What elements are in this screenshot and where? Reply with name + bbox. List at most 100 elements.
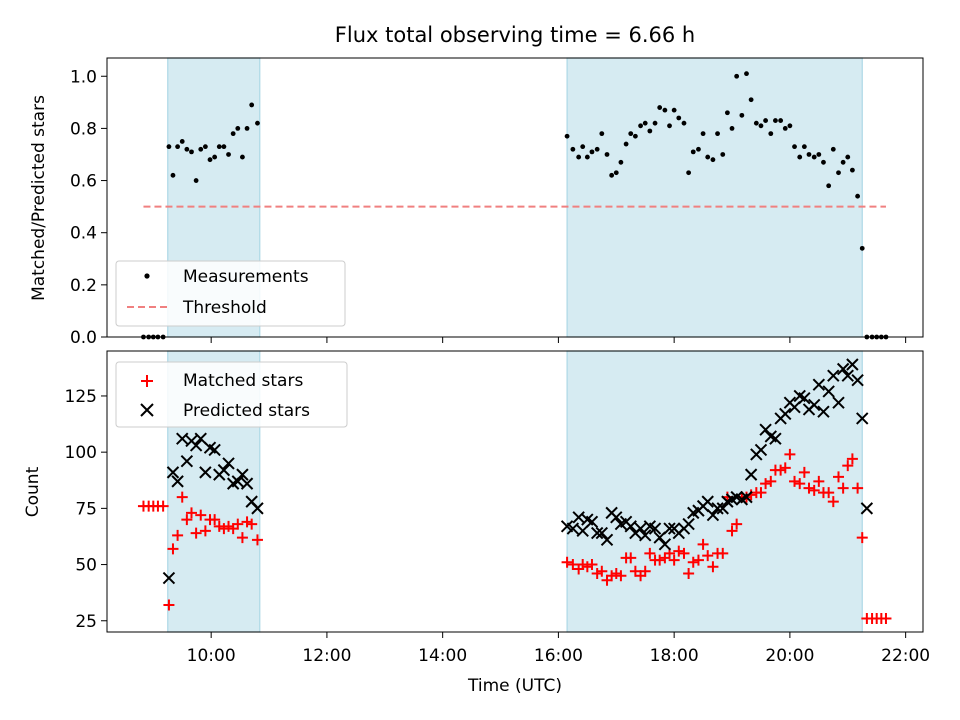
measurement-point bbox=[564, 133, 570, 139]
top-y-tick-label: 0.2 bbox=[70, 276, 97, 296]
measurement-point bbox=[189, 149, 194, 155]
measurement-point bbox=[763, 118, 768, 123]
measurement-point bbox=[235, 126, 241, 131]
matched-point bbox=[199, 525, 211, 537]
top-legend-box bbox=[115, 260, 346, 327]
bottom-legend-box bbox=[115, 361, 348, 428]
matched-point bbox=[760, 478, 772, 490]
matched-point bbox=[163, 599, 175, 611]
measurement-point bbox=[662, 107, 668, 113]
predicted-point bbox=[759, 423, 772, 436]
matched-point bbox=[755, 487, 767, 499]
matched-point bbox=[798, 466, 810, 478]
x-tick-label: 12:00 bbox=[302, 646, 351, 666]
measurement-point bbox=[729, 126, 735, 131]
measurement-point bbox=[821, 159, 826, 165]
measurement-point bbox=[628, 131, 634, 137]
measurement-point bbox=[836, 170, 841, 176]
x-tick-label: 20:00 bbox=[765, 646, 814, 666]
matched-point bbox=[707, 561, 719, 573]
legend-threshold-label: Threshold bbox=[182, 298, 267, 318]
predicted-point bbox=[236, 468, 249, 481]
predicted-point bbox=[860, 502, 874, 515]
predicted-point bbox=[798, 392, 811, 405]
predicted-point bbox=[744, 468, 758, 481]
top-panel: 0.0 0.2 0.4 0.6 0.8 1.0 Matched/Predicted sta… bbox=[29, 57, 924, 348]
predicted-point bbox=[166, 466, 180, 479]
predicted-point bbox=[827, 369, 840, 382]
predicted-point bbox=[162, 571, 176, 585]
measurement-point bbox=[632, 133, 638, 139]
measurement-point bbox=[226, 152, 231, 157]
predicted-point bbox=[199, 466, 212, 479]
measurement-point bbox=[734, 73, 740, 79]
measurement-point bbox=[584, 154, 590, 160]
measurement-point bbox=[801, 144, 807, 150]
measurement-point bbox=[594, 146, 600, 152]
predicted-point bbox=[817, 405, 830, 418]
predicted-point bbox=[189, 439, 203, 452]
predicted-point bbox=[648, 522, 662, 535]
measurement-point bbox=[618, 159, 624, 165]
legend-measurements-label: Measurements bbox=[183, 267, 309, 287]
matched-point bbox=[639, 565, 651, 577]
measurement-point bbox=[638, 123, 643, 129]
measurement-point bbox=[207, 157, 213, 163]
matched-point bbox=[726, 525, 738, 537]
measurement-point bbox=[667, 123, 672, 129]
top-y-tick-label: 1.0 bbox=[70, 67, 97, 87]
measurement-point bbox=[830, 146, 836, 152]
predicted-point bbox=[653, 531, 666, 544]
top-y-tick-label: 0.4 bbox=[70, 224, 97, 244]
matched-point bbox=[827, 496, 839, 508]
x-tick-label: 18:00 bbox=[650, 646, 699, 666]
measurement-point bbox=[570, 146, 576, 152]
bottom-axes-frame bbox=[106, 350, 924, 633]
matched-point bbox=[625, 552, 637, 564]
measurement-point bbox=[671, 107, 677, 113]
predicted-point bbox=[595, 526, 609, 540]
matched-point bbox=[765, 475, 777, 487]
measurement-point bbox=[230, 131, 236, 137]
measurement-point bbox=[700, 131, 706, 137]
top-x-ticks bbox=[210, 337, 907, 343]
measurement-point bbox=[797, 154, 803, 160]
measurement-point bbox=[773, 118, 778, 123]
matched-point bbox=[702, 550, 714, 562]
predicted-point bbox=[701, 495, 714, 508]
predicted-star-points bbox=[162, 358, 874, 585]
predicted-point bbox=[231, 475, 244, 488]
measurement-point bbox=[826, 183, 832, 189]
matched-point bbox=[246, 518, 258, 530]
matched-point bbox=[678, 547, 690, 559]
matched-point bbox=[644, 547, 656, 559]
measurement-point bbox=[198, 146, 204, 152]
matched-point bbox=[846, 453, 858, 465]
measurement-point bbox=[855, 193, 861, 199]
matched-point bbox=[209, 514, 221, 526]
measurement-point bbox=[244, 126, 250, 131]
predicted-point bbox=[180, 454, 194, 468]
top-y-ticks: 0.0 0.2 0.4 0.6 0.8 1.0 bbox=[70, 67, 107, 348]
matched-point bbox=[856, 532, 868, 544]
shaded-interval bbox=[566, 350, 863, 633]
measurement-point bbox=[768, 131, 774, 137]
measurement-point bbox=[642, 120, 648, 126]
predicted-point bbox=[634, 522, 647, 535]
matched-point bbox=[195, 509, 207, 521]
measurement-point bbox=[580, 144, 586, 150]
predicted-point bbox=[585, 515, 599, 529]
predicted-point bbox=[711, 502, 724, 515]
predicted-point bbox=[841, 369, 854, 382]
measurement-point bbox=[599, 131, 605, 137]
predicted-point bbox=[624, 520, 637, 533]
predicted-point bbox=[807, 398, 821, 412]
measurement-point bbox=[787, 123, 793, 129]
measurement-point bbox=[676, 115, 682, 121]
matched-point bbox=[185, 507, 197, 519]
matched-point bbox=[717, 547, 729, 559]
figure-title: Flux total observing time = 6.66 h bbox=[335, 23, 695, 47]
matched-point bbox=[842, 460, 854, 472]
measurement-point bbox=[212, 154, 218, 160]
predicted-point bbox=[836, 362, 850, 376]
